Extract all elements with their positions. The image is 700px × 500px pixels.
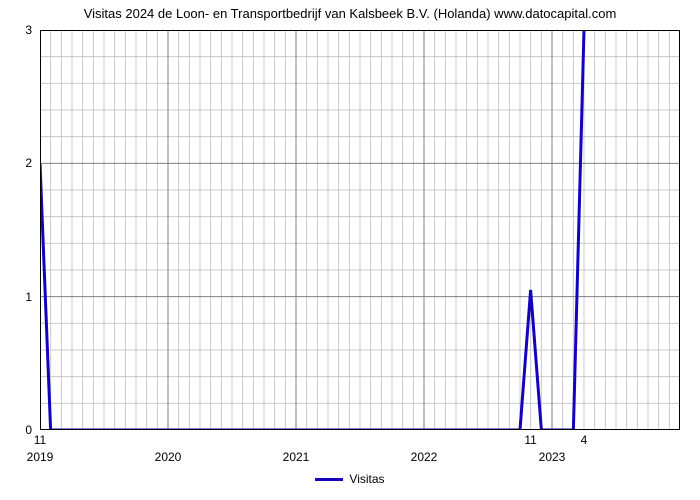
- x-tick-label: 2023: [539, 430, 566, 464]
- data-callout: 11: [34, 433, 46, 447]
- y-tick-label: 2: [25, 156, 40, 170]
- y-tick-label: 1: [25, 290, 40, 304]
- y-tick-label: 3: [25, 23, 40, 37]
- data-callout: 4: [581, 433, 588, 447]
- x-tick-label: 2020: [155, 430, 182, 464]
- legend-label: Visitas: [349, 472, 384, 486]
- x-tick-label: 2022: [411, 430, 438, 464]
- plot-svg: [40, 30, 680, 430]
- chart-title: Visitas 2024 de Loon- en Transportbedrij…: [0, 6, 700, 21]
- legend-swatch: [315, 478, 343, 481]
- plot-area: 01232019202020212022202311114: [40, 30, 680, 430]
- legend: Visitas: [0, 472, 700, 486]
- chart-container: Visitas 2024 de Loon- en Transportbedrij…: [0, 0, 700, 500]
- x-tick-label: 2021: [283, 430, 310, 464]
- data-callout: 11: [524, 433, 536, 447]
